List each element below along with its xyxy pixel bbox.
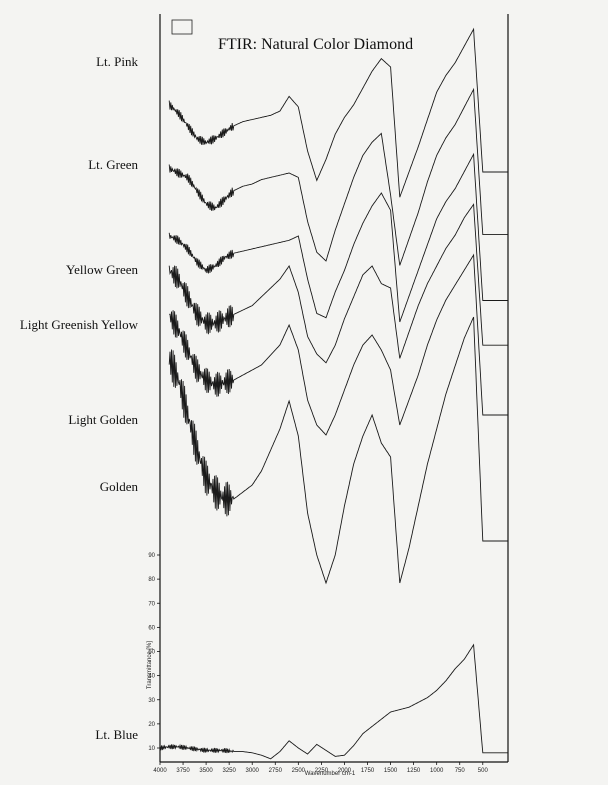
x-tick-label: 4000 [153,768,167,774]
x-tick-label: 3250 [222,768,236,774]
series-label: Lt. Green [88,157,138,172]
y-tick-label: 20 [148,722,155,728]
y-axis-title: Transmittance [%] [147,641,153,689]
x-tick-label: 1000 [430,768,444,774]
x-tick-label: 3000 [246,768,260,774]
x-tick-label: 3750 [176,768,190,774]
y-tick-label: 90 [148,553,155,559]
x-tick-label: 1750 [361,768,375,774]
y-tick-label: 50 [148,650,155,656]
y-tick-label: 70 [148,601,155,607]
title-logo-box [171,19,193,35]
x-tick-label: 750 [455,768,466,774]
chart-title: FTIR: Natural Color Diamond [218,36,413,53]
series-line-5 [168,316,508,585]
y-tick-label: 10 [148,746,155,752]
series-line-2 [168,152,508,323]
x-tick-label: 2000 [338,768,352,774]
x-tick-label: 1500 [384,768,398,774]
series-label: Golden [99,479,138,494]
x-tick-label: 500 [478,768,489,774]
series-label: Lt. Pink [96,54,138,69]
series-line-4 [169,253,508,436]
x-tick-label: 3500 [199,768,213,774]
series-line-3 [168,203,508,364]
y-tick-label: 30 [148,698,155,704]
series-label: Light Greenish Yellow [19,317,138,332]
y-tick-label: 60 [148,625,155,631]
series-label: Yellow Green [66,262,138,277]
x-axis-title: Wavenumber cm-1 [305,771,356,777]
series-label: Light Golden [68,412,138,427]
x-tick-label: 2250 [315,768,329,774]
series-line-1 [168,87,508,266]
series-line-6 [159,643,508,760]
x-tick-label: 2750 [269,768,283,774]
y-tick-label: 40 [148,674,155,680]
series-label: Lt. Blue [95,727,138,742]
y-tick-label: 80 [148,577,155,583]
x-tick-label: 2500 [292,768,306,774]
series-line-0 [168,27,508,198]
x-tick-label: 1250 [407,768,421,774]
